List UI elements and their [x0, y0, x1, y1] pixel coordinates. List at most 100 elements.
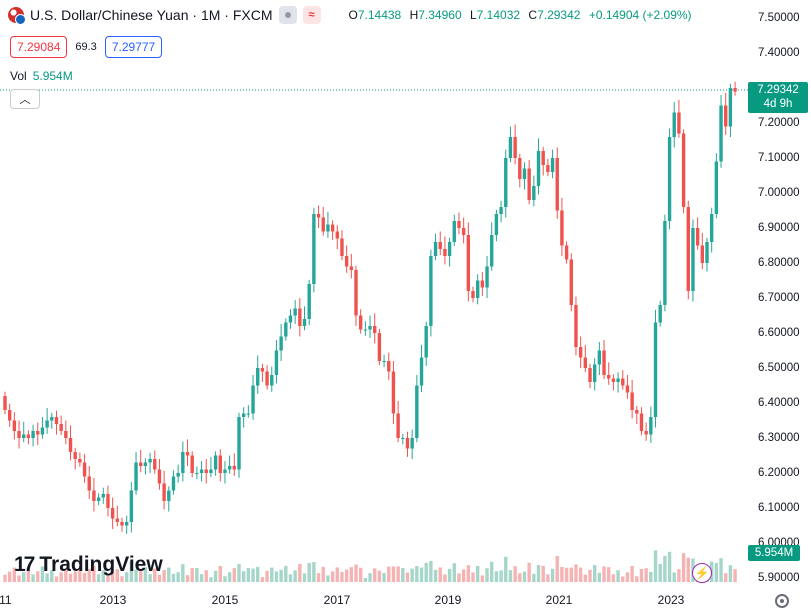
candle-body[interactable]	[358, 315, 363, 330]
candle-body[interactable]	[508, 137, 513, 158]
candle-body[interactable]	[644, 431, 648, 435]
candle-body[interactable]	[405, 438, 410, 449]
candle-body[interactable]	[443, 249, 447, 256]
candle-body[interactable]	[639, 413, 644, 432]
candle-body[interactable]	[387, 361, 391, 372]
candle-body[interactable]	[578, 347, 583, 358]
candle-body[interactable]	[31, 431, 35, 438]
candle-body[interactable]	[115, 518, 120, 523]
candle-body[interactable]	[298, 308, 302, 327]
candle-body[interactable]	[452, 221, 456, 242]
candle-body[interactable]	[677, 112, 681, 134]
candle-body[interactable]	[92, 490, 96, 502]
candle-body[interactable]	[630, 392, 634, 411]
candle-body[interactable]	[209, 469, 213, 474]
candle-body[interactable]	[541, 151, 545, 165]
candle-body[interactable]	[429, 256, 433, 326]
candle-body[interactable]	[649, 417, 653, 435]
candle-body[interactable]	[438, 242, 442, 249]
candle-body[interactable]	[658, 305, 662, 323]
candle-body[interactable]	[162, 483, 166, 502]
candle-body[interactable]	[611, 378, 616, 383]
candle-body[interactable]	[349, 266, 354, 271]
candle-body[interactable]	[213, 455, 218, 470]
candle-body[interactable]	[480, 280, 485, 288]
candle-body[interactable]	[340, 238, 344, 257]
candle-body[interactable]	[667, 137, 672, 221]
candle-body[interactable]	[167, 490, 171, 502]
candle-body[interactable]	[26, 434, 31, 439]
candle-body[interactable]	[588, 368, 592, 382]
candle-body[interactable]	[447, 242, 452, 256]
candle-body[interactable]	[457, 221, 461, 228]
candle-body[interactable]	[124, 522, 129, 526]
market-status-icon[interactable]	[278, 6, 297, 24]
candle-body[interactable]	[237, 417, 241, 470]
candle-body[interactable]	[494, 214, 499, 235]
candle-body[interactable]	[195, 473, 199, 474]
candle-body[interactable]	[171, 476, 176, 491]
candle-body[interactable]	[625, 385, 630, 393]
candle-body[interactable]	[59, 424, 63, 431]
candle-body[interactable]	[274, 350, 279, 376]
candle-body[interactable]	[724, 105, 728, 127]
candle-body[interactable]	[270, 375, 274, 386]
candle-body[interactable]	[368, 326, 372, 330]
candle-body[interactable]	[232, 466, 237, 470]
candle-body[interactable]	[700, 245, 705, 264]
candle-body[interactable]	[583, 357, 588, 369]
candle-body[interactable]	[120, 522, 124, 526]
candle-body[interactable]	[326, 224, 330, 232]
candle-body[interactable]	[181, 452, 185, 473]
candle-body[interactable]	[139, 462, 143, 467]
candle-body[interactable]	[461, 228, 466, 235]
candle-body[interactable]	[415, 385, 419, 439]
data-delay-icon[interactable]: ≈	[302, 6, 321, 24]
candle-body[interactable]	[302, 319, 307, 326]
candle-body[interactable]	[499, 207, 503, 214]
settings-gear-icon[interactable]	[775, 594, 789, 608]
candle-body[interactable]	[560, 210, 564, 246]
candle-body[interactable]	[204, 469, 208, 474]
candle-body[interactable]	[377, 333, 382, 361]
candle-body[interactable]	[7, 410, 12, 421]
candle-body[interactable]	[504, 158, 508, 207]
candle-body[interactable]	[602, 350, 606, 376]
candle-body[interactable]	[17, 431, 21, 438]
candle-body[interactable]	[382, 361, 386, 362]
candle-body[interactable]	[246, 413, 251, 415]
candle-body[interactable]	[354, 270, 358, 316]
candle-body[interactable]	[518, 158, 522, 179]
candle-body[interactable]	[256, 368, 260, 386]
candle-body[interactable]	[101, 494, 105, 498]
candle-body[interactable]	[653, 322, 658, 418]
candle-body[interactable]	[199, 469, 204, 474]
candle-body[interactable]	[391, 371, 396, 414]
candle-body[interactable]	[40, 427, 45, 435]
candle-body[interactable]	[106, 494, 110, 508]
candle-body[interactable]	[218, 455, 222, 474]
candle-body[interactable]	[321, 217, 325, 232]
candle-body[interactable]	[143, 462, 148, 467]
candle-body[interactable]	[663, 221, 667, 305]
candle-body[interactable]	[50, 417, 54, 421]
candle-body[interactable]	[134, 462, 138, 491]
candle-body[interactable]	[597, 350, 602, 365]
candle-body[interactable]	[714, 161, 719, 215]
candle-body[interactable]	[410, 438, 414, 449]
candle-body[interactable]	[490, 235, 494, 267]
candle-body[interactable]	[110, 508, 115, 519]
candle-body[interactable]	[185, 452, 190, 456]
candle-body[interactable]	[68, 438, 73, 452]
candle-body[interactable]	[522, 168, 527, 180]
candle-body[interactable]	[153, 459, 157, 470]
candle-body[interactable]	[728, 88, 733, 127]
candle-body[interactable]	[592, 364, 597, 383]
candle-body[interactable]	[22, 434, 26, 439]
tradingview-logo[interactable]: 17 TradingView	[14, 553, 163, 577]
candle-body[interactable]	[307, 284, 311, 319]
candle-body[interactable]	[45, 420, 49, 428]
candle-body[interactable]	[691, 228, 695, 291]
candle-body[interactable]	[635, 410, 639, 414]
